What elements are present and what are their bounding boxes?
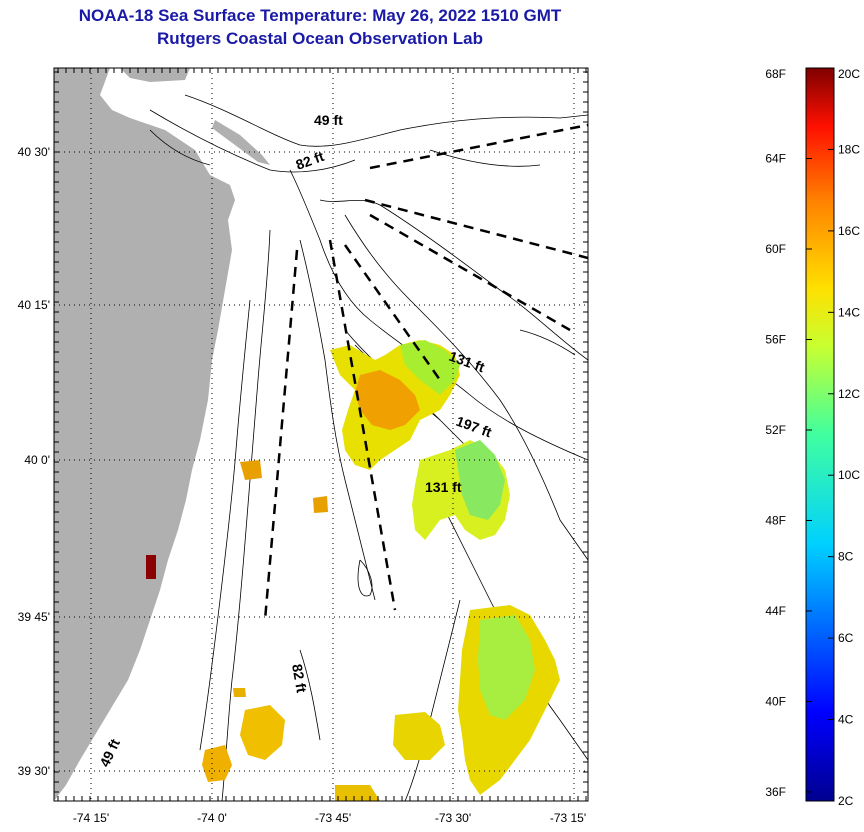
colorbar-fahrenheit-label: 48F <box>765 513 786 527</box>
frame-minor-ticks <box>54 68 588 801</box>
lat-label-40-15: 40 15' <box>18 298 50 312</box>
lon-label-73-30: -73 30' <box>435 811 471 825</box>
colorbar-fahrenheit-label: 68F <box>765 67 786 81</box>
latitude-labels: 40 30' 40 15' 40 0' 39 45' 39 30' <box>18 145 50 778</box>
land-new-jersey <box>54 68 235 801</box>
contour-label-82ft-south: 82 ft <box>289 663 310 694</box>
colorbar-fahrenheit-label: 40F <box>765 694 786 708</box>
map-title: NOAA-18 Sea Surface Temperature: May 26,… <box>78 6 562 25</box>
sst-data-pixels <box>202 340 560 801</box>
colorbar-celsius-label: 4C <box>838 713 854 727</box>
lat-label-39-45: 39 45' <box>18 610 50 624</box>
colorbar-fahrenheit-label: 44F <box>765 604 786 618</box>
temperature-colorbar: 68F 64F 60F 56F 52F 48F 44F 40F 36F 20C 18C 16C 14C… <box>765 67 860 808</box>
colorbar-gradient <box>805 67 835 802</box>
map-subtitle: Rutgers Coastal Ocean Observation Lab <box>157 29 483 48</box>
colorbar-celsius-label: 12C <box>838 387 860 401</box>
lat-label-39-30: 39 30' <box>18 764 50 778</box>
lat-lon-grid <box>54 68 588 801</box>
land-sandy-hook <box>212 120 270 165</box>
colorbar-celsius-label: 2C <box>838 794 854 808</box>
colorbar-celsius-scale: 20C 18C 16C 14C 12C 10C 8C 6C 4C 2C <box>828 67 860 808</box>
colorbar-celsius-label: 14C <box>838 305 860 319</box>
colorbar-celsius-label: 6C <box>838 631 854 645</box>
contour-label-131ft-lower: 131 ft <box>425 479 462 495</box>
colorbar-celsius-label: 8C <box>838 550 854 564</box>
lat-label-40-0: 40 0' <box>24 453 50 467</box>
colorbar-fahrenheit-label: 52F <box>765 423 786 437</box>
longitude-labels: -74 15' -74 0' -73 45' -73 30' -73 15' <box>73 811 586 825</box>
colorbar-celsius-label: 16C <box>838 224 860 238</box>
colorbar-celsius-label: 20C <box>838 67 860 81</box>
colorbar-fahrenheit-label: 56F <box>765 332 786 346</box>
colorbar-celsius-label: 10C <box>838 468 860 482</box>
lat-label-40-30: 40 30' <box>18 145 50 159</box>
lon-label-74-0: -74 0' <box>197 811 227 825</box>
colorbar-fahrenheit-scale: 68F 64F 60F 56F 52F 48F 44F 40F 36F <box>765 67 812 799</box>
colorbar-fahrenheit-label: 64F <box>765 151 786 165</box>
colorbar-celsius-label: 18C <box>838 142 860 156</box>
transect-lines <box>263 123 588 621</box>
warm-pixel-patch <box>146 555 156 579</box>
contour-label-49ft-north: 49 ft <box>314 112 343 128</box>
map-plot-area: 49 ft 82 ft 131 ft 197 ft 131 ft 82 ft 4… <box>54 68 588 801</box>
map-frame <box>53 67 589 802</box>
colorbar-fahrenheit-label: 36F <box>765 785 786 799</box>
colorbar-fahrenheit-label: 60F <box>765 242 786 256</box>
lon-label-73-45: -73 45' <box>315 811 351 825</box>
lon-label-74-15: -74 15' <box>73 811 109 825</box>
lon-label-73-15: -73 15' <box>550 811 586 825</box>
